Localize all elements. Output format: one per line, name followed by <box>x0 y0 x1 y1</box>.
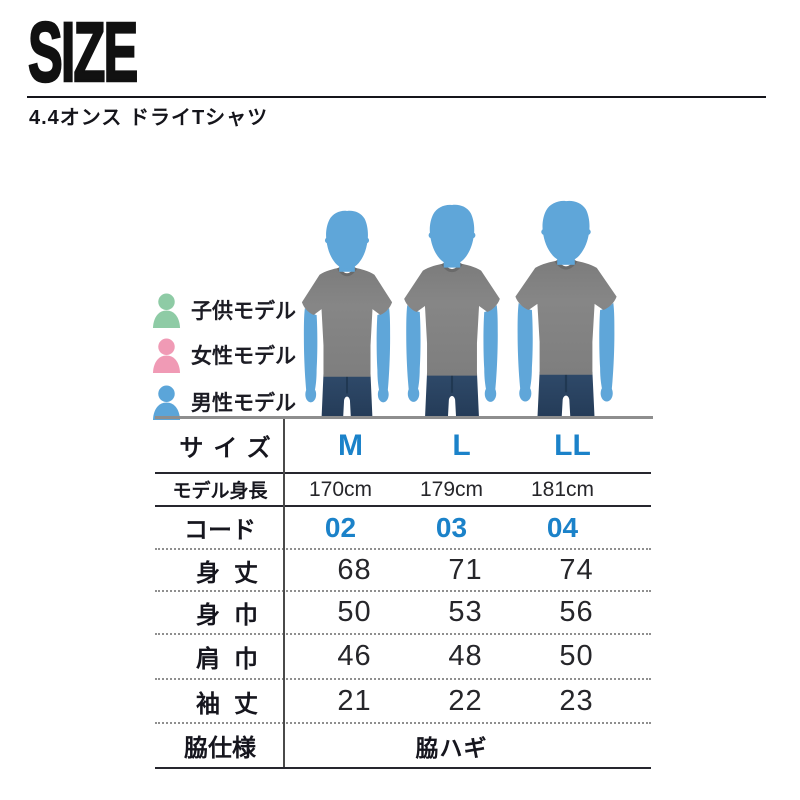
legend-item: 女性モデル <box>151 337 296 373</box>
cell-sleeve-m: 21 <box>337 684 372 717</box>
size-table: サイズ M L LL モデル身長 170cm 179cm 181cm コード 0… <box>155 419 651 769</box>
cell-code-m: 02 <box>324 511 357 543</box>
ground-line <box>155 416 653 419</box>
cell-height-ll: 181cm <box>530 477 595 501</box>
cell-size-l: L <box>452 428 471 462</box>
cell-height-m: 170cm <box>308 477 373 501</box>
model-photo-size-m <box>298 208 396 419</box>
child-model-icon <box>152 293 181 328</box>
cell-body-length-ll: 74 <box>559 553 594 586</box>
row-label-body-length: 身丈 <box>196 559 272 587</box>
male-model-icon <box>152 385 181 420</box>
table-row-body-length: 身丈 68 71 74 <box>155 548 651 590</box>
female-model-icon <box>152 338 181 373</box>
row-label-sleeve-length: 袖丈 <box>196 690 272 718</box>
cell-sleeve-ll: 23 <box>559 684 594 717</box>
table-row-code: コード 02 03 04 <box>155 505 651 548</box>
legend-item: 男性モデル <box>151 384 296 420</box>
row-label-body-width: 身巾 <box>196 602 272 629</box>
cell-body-width-l: 53 <box>448 596 483 628</box>
cell-size-m: M <box>338 428 363 462</box>
header-divider <box>27 96 766 98</box>
model-photo-size-ll <box>511 198 621 419</box>
legend-item-label: 女性モデル <box>191 345 296 368</box>
row-label-model-height: モデル身長 <box>172 481 268 502</box>
table-row-shoulder-width: 肩巾 46 48 50 <box>155 633 651 678</box>
legend-item: 子供モデル <box>151 292 296 328</box>
cell-height-l: 179cm <box>419 477 484 501</box>
cell-shoulder-m: 46 <box>337 640 372 672</box>
cell-code-ll: 04 <box>546 511 579 543</box>
cell-body-width-ll: 56 <box>559 596 594 628</box>
row-label-code: コード <box>184 517 256 544</box>
cell-shoulder-l: 48 <box>448 640 483 672</box>
cell-body-length-m: 68 <box>337 553 372 586</box>
table-row-model-height: モデル身長 170cm 179cm 181cm <box>155 472 651 505</box>
table-row-side-spec: 脇仕様 脇ハギ <box>155 722 651 767</box>
cell-side-spec: 脇ハギ <box>415 734 488 761</box>
page-title: SIZE <box>27 5 139 99</box>
legend-item-label: 子供モデル <box>191 300 296 323</box>
table-row-size: サイズ M L LL <box>155 419 651 472</box>
cell-sleeve-l: 22 <box>448 684 483 717</box>
cell-size-ll: LL <box>554 428 591 462</box>
cell-code-l: 03 <box>435 511 468 543</box>
table-row-body-width: 身巾 50 53 56 <box>155 590 651 633</box>
row-label-size: サイズ <box>179 435 281 462</box>
row-label-side-spec: 脇仕様 <box>184 735 256 762</box>
model-photo-size-l <box>400 202 504 419</box>
cell-shoulder-ll: 50 <box>559 640 594 672</box>
table-row-sleeve-length: 袖丈 21 22 23 <box>155 678 651 722</box>
page-subtitle: 4.4オンス ドライTシャツ <box>29 107 269 129</box>
legend-item-label: 男性モデル <box>191 392 296 415</box>
cell-body-length-l: 71 <box>448 553 483 586</box>
row-label-shoulder-width: 肩巾 <box>196 646 272 673</box>
table-column-divider <box>283 419 285 767</box>
cell-body-width-m: 50 <box>337 596 372 628</box>
